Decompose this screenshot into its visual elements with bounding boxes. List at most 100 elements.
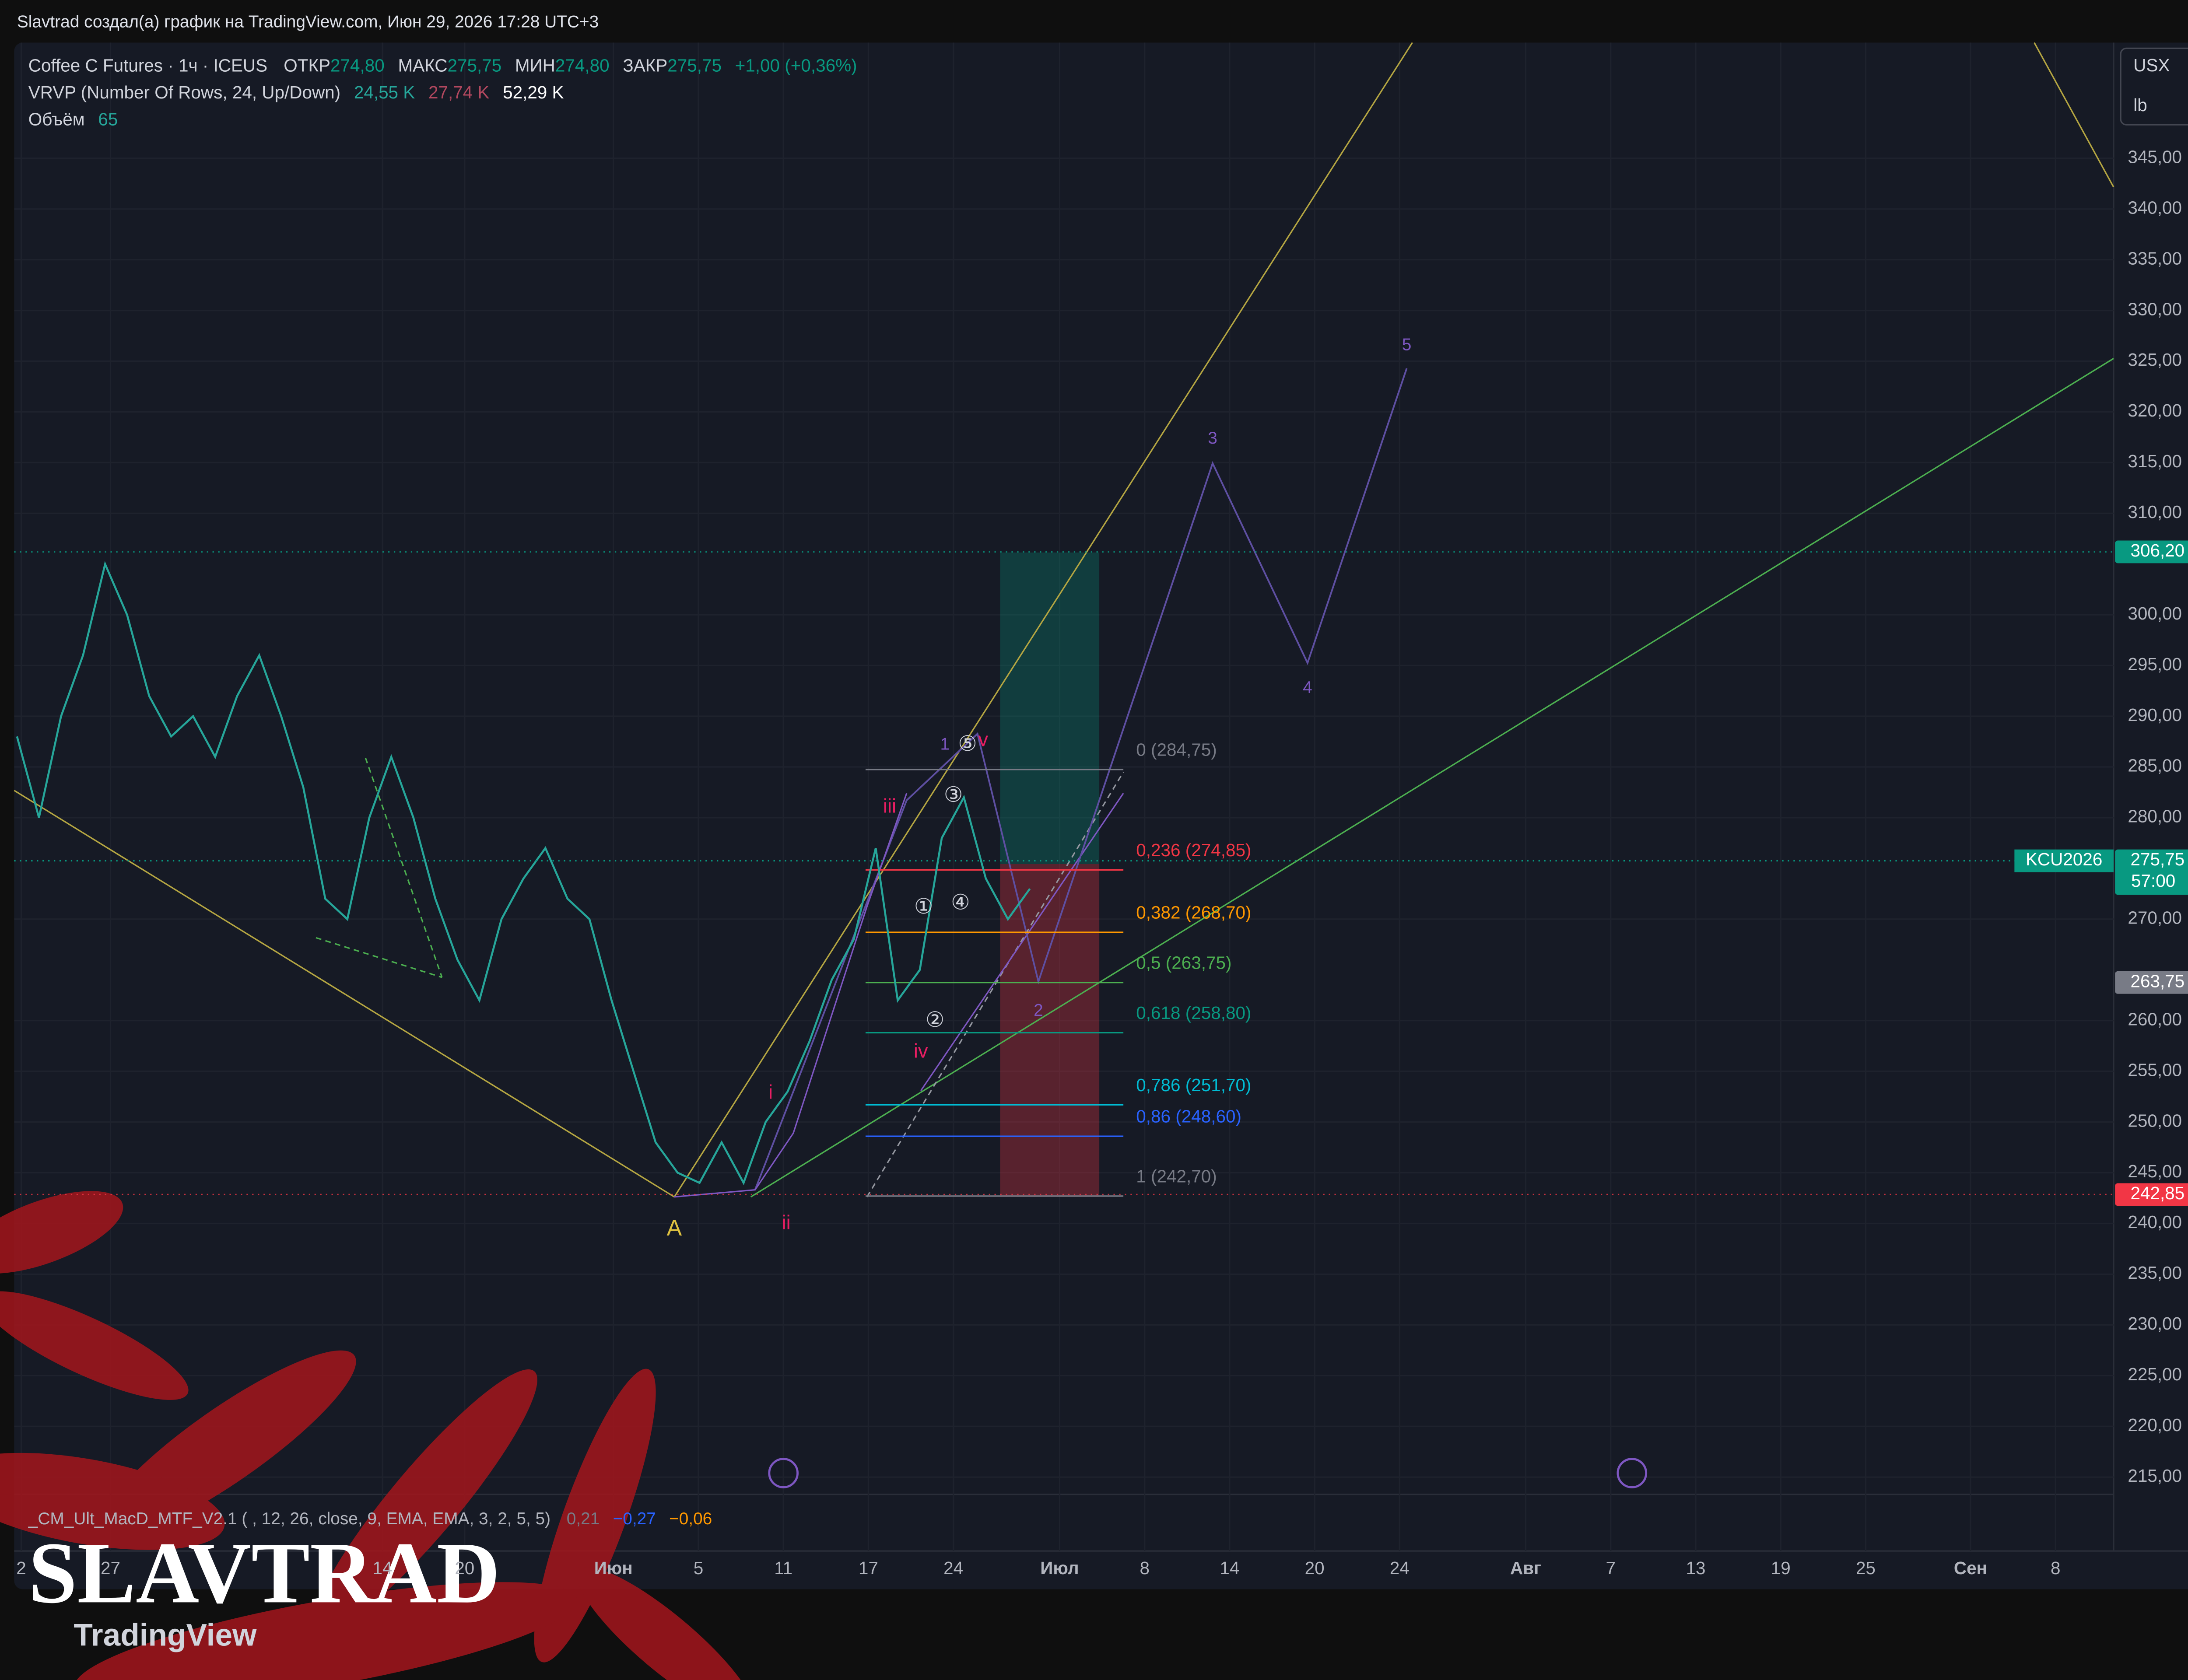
y-tick-label: 255,00 — [2128, 1060, 2182, 1080]
fib-label: 0,382 (268,70) — [1136, 903, 1251, 923]
y-tick-label: 290,00 — [2128, 705, 2182, 725]
y-tick-label: 300,00 — [2128, 603, 2182, 623]
x-tick-label: 5 — [694, 1558, 704, 1578]
channel-line — [866, 771, 1124, 1197]
trend-line — [673, 42, 1413, 1197]
plot: 0 (284,75) 0,236 (274,85) 0,382 (268,70) 0,… — [14, 335, 2114, 1240]
wave-label: ⑤ — [958, 732, 977, 756]
price-badge — [2115, 971, 2188, 994]
x-tick-label: 8 — [1140, 1558, 1150, 1578]
price-badge-label: 242,85 — [2130, 1183, 2184, 1203]
y-tick-label: 245,00 — [2128, 1161, 2182, 1181]
y-tick-label: 230,00 — [2128, 1313, 2182, 1334]
x-tick-label: 17 — [859, 1558, 878, 1578]
y-tick-label: 315,00 — [2128, 451, 2182, 471]
chart-panel — [14, 42, 2188, 1589]
trend-line — [14, 790, 675, 1198]
x-tick-label: 14 — [1220, 1558, 1239, 1578]
indicator-value: 65 — [98, 109, 118, 129]
loss-zone — [1000, 864, 1100, 1197]
channel-line — [920, 793, 1124, 1091]
x-tick-label: 24 — [1390, 1558, 1410, 1578]
ohlc-label: ЗАКР — [623, 55, 667, 75]
wave-label: v — [978, 728, 988, 750]
price-badge — [2115, 1183, 2188, 1206]
event-icon[interactable] — [1616, 1458, 1648, 1488]
y-tick-label: 310,00 — [2128, 502, 2182, 522]
x-tick-label: 14 — [373, 1558, 393, 1578]
x-tick-label: Авг — [1510, 1558, 1541, 1578]
y-tick-label: 295,00 — [2128, 654, 2182, 674]
y-tick-label: 325,00 — [2128, 350, 2182, 370]
x-tick-label: 13 — [1686, 1558, 1705, 1578]
y-tick-label: 320,00 — [2128, 400, 2182, 420]
y-tick-label: 215,00 — [2128, 1466, 2182, 1486]
wave-label: ② — [926, 1008, 945, 1032]
price-line — [16, 561, 1031, 1186]
trend-line — [2034, 42, 2114, 188]
fib-label: 0,5 (263,75) — [1136, 952, 1231, 973]
unit-box[interactable] — [2120, 47, 2188, 126]
fib-label: 0 (284,75) — [1136, 739, 1217, 760]
x-tick-label: 8 — [2051, 1558, 2061, 1578]
x-tick-label: Июл — [1040, 1558, 1079, 1578]
x-tick-label: 2 — [16, 1558, 26, 1578]
y-tick-label: 345,00 — [2128, 147, 2182, 167]
y-tick-label: 340,00 — [2128, 197, 2182, 217]
wave-label: 1 — [940, 735, 950, 753]
x-tick-label: 11 — [774, 1558, 792, 1578]
legend-line: Объём 65 — [28, 109, 118, 129]
x-tick-label: Июн — [594, 1558, 633, 1578]
change: +1,00 (+0,36%) — [735, 55, 857, 75]
fib-label: 0,236 (274,85) — [1136, 840, 1251, 860]
ohlc-label: ОТКР — [284, 55, 330, 75]
y-tick-label: 330,00 — [2128, 299, 2182, 319]
fib-label: 0,618 (258,80) — [1136, 1003, 1251, 1023]
trend-line — [750, 357, 2114, 1198]
indicator-value: 24,55 K — [354, 82, 415, 102]
y-tick-label: 260,00 — [2128, 1009, 2182, 1029]
trend-line — [316, 937, 442, 978]
ohlc-label: МАКС — [398, 55, 447, 75]
indicator-name: _CM_Ult_MacD_MTF_V2.1 ( , 12, 26, close,… — [28, 1509, 551, 1528]
wave-label: 5 — [1402, 335, 1412, 354]
indicator-value: 27,74 K — [428, 82, 489, 102]
symbol: Coffee C Futures · 1ч · ICEUS — [28, 55, 267, 75]
x-tick-label: 24 — [943, 1558, 963, 1578]
price-badge-label: 263,75 — [2130, 971, 2184, 991]
decoration — [0, 1191, 755, 1680]
y-tick-label: 270,00 — [2128, 908, 2182, 928]
y-tick-label: 235,00 — [2128, 1263, 2182, 1283]
x-tick-label: 7 — [1606, 1558, 1615, 1578]
trend-line — [365, 757, 443, 978]
ohlc-value: 275,75 — [447, 55, 501, 75]
wave-label: 4 — [1303, 678, 1312, 697]
ticker-label: KCU2026 — [2026, 849, 2102, 869]
legend-line: VRVP (Number Of Rows, 24, Up/Down) 24,55… — [28, 82, 564, 102]
legend-line: Coffee C Futures · 1ч · ICEUS ОТКР274,80… — [28, 55, 857, 75]
ticker-badge — [2014, 849, 2114, 872]
wave-label: 3 — [1208, 429, 1217, 448]
indicator-name: VRVP (Number Of Rows, 24, Up/Down) — [28, 82, 340, 102]
indicator-value: −0,06 — [669, 1509, 712, 1528]
x-tick-label: 20 — [1305, 1558, 1325, 1578]
y-tick-label: 335,00 — [2128, 248, 2182, 268]
price-badge-label: 306,20 — [2130, 540, 2184, 560]
fib-label: 0,786 (251,70) — [1136, 1075, 1251, 1095]
event-icon[interactable] — [768, 1458, 799, 1488]
indicator-value: 0,21 — [567, 1509, 600, 1528]
wave-label: ① — [914, 895, 933, 918]
price-badge — [2115, 849, 2188, 895]
fib-label: 0,86 (248,60) — [1136, 1106, 1241, 1127]
x-tick-label: 27 — [101, 1558, 120, 1578]
x-tick-label: 19 — [1771, 1558, 1791, 1578]
wave-label: A — [667, 1215, 682, 1240]
indicator-name: Объём — [28, 109, 85, 129]
y-tick-label: 225,00 — [2128, 1364, 2182, 1384]
unit: lb — [2133, 95, 2147, 115]
price-badge-label: 275,75 — [2130, 849, 2184, 869]
x-tick-label: 25 — [1856, 1558, 1876, 1578]
ohlc-label: МИН — [515, 55, 555, 75]
